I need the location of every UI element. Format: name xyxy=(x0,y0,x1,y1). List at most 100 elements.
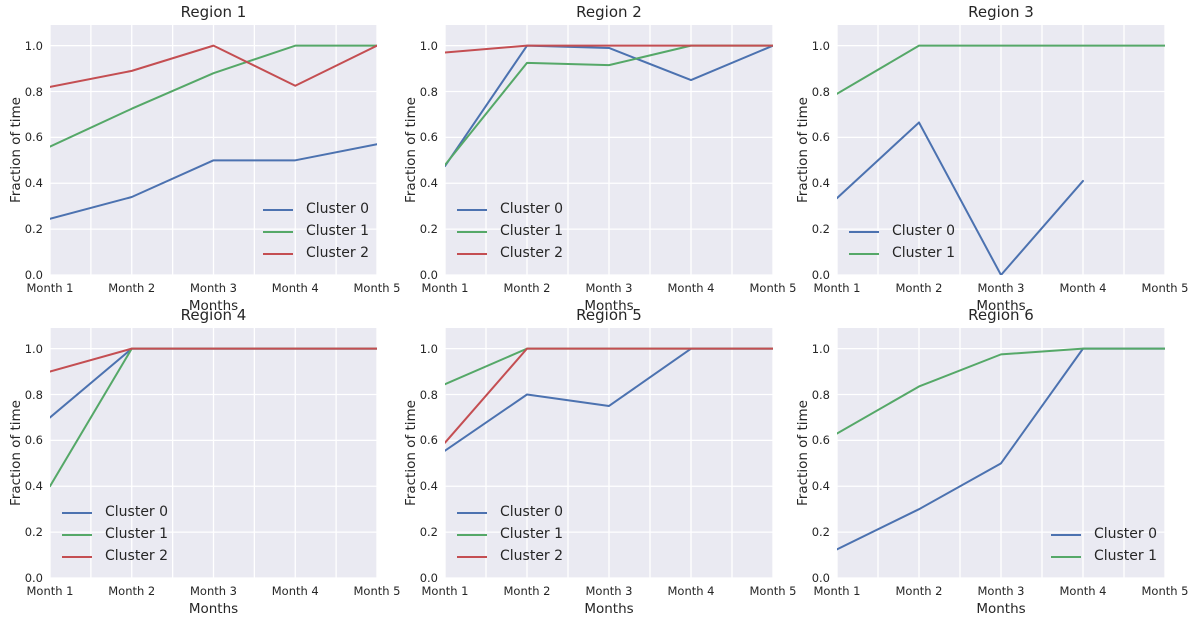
legend-item: Cluster 2 xyxy=(457,245,563,262)
x-tick-label: Month 3 xyxy=(189,281,238,295)
legend-item-label: Cluster 2 xyxy=(500,548,564,564)
y-tick-label: 0.4 xyxy=(811,176,830,191)
y-tick-label: 1.0 xyxy=(811,341,830,356)
x-tick-label: Month 5 xyxy=(749,584,797,598)
legend-item: Cluster 2 xyxy=(262,245,369,262)
plot-area: Cluster 0 Cluster 1 Cluster 2 xyxy=(445,25,773,275)
x-tick-label: Month 1 xyxy=(813,584,861,598)
legend-item-label: Cluster 0 xyxy=(500,201,564,217)
line-cluster-0 xyxy=(50,143,377,220)
y-axis-label: Fraction of time xyxy=(8,97,24,203)
y-axis-label: Fraction of time xyxy=(8,400,24,506)
x-tick-label: Month 5 xyxy=(353,281,401,295)
legend-item: Cluster 1 xyxy=(262,223,369,240)
legend-item: Cluster 2 xyxy=(62,548,168,565)
legend-line-swatch xyxy=(457,555,487,558)
x-tick-label: Month 4 xyxy=(1059,584,1107,598)
subplot-title: Region 4 xyxy=(180,306,247,324)
chart-canvas xyxy=(445,328,773,578)
x-tick-label: Month 3 xyxy=(977,584,1025,598)
y-tick-label: 0.0 xyxy=(811,268,830,282)
legend-item: Cluster 1 xyxy=(457,526,563,543)
y-tick-label: 0.8 xyxy=(419,84,438,99)
x-tick-label: Month 5 xyxy=(353,584,401,598)
y-tick-label: 0.0 xyxy=(419,268,438,282)
line-cluster-2 xyxy=(50,44,377,88)
y-tick-label: 0.8 xyxy=(24,387,43,402)
subplot-title: Region 2 xyxy=(576,3,642,21)
legend-line-swatch xyxy=(62,555,92,558)
x-tick-label: Month 3 xyxy=(585,281,633,295)
y-axis-label: Fraction of time xyxy=(403,400,419,506)
chart-canvas xyxy=(50,25,377,275)
legend-item: Cluster 1 xyxy=(849,245,955,262)
y-tick-label: 0.4 xyxy=(24,479,43,494)
subplot-title: Region 1 xyxy=(180,3,247,21)
legend-line-swatch xyxy=(457,230,487,233)
y-tick-label: 0.2 xyxy=(811,222,830,237)
y-tick-label: 0.4 xyxy=(419,479,438,494)
legend: Cluster 0 Cluster 1 Cluster 2 xyxy=(62,504,168,565)
legend-item: Cluster 2 xyxy=(457,548,563,565)
x-tick-label: Month 2 xyxy=(895,281,943,295)
plot-area: Cluster 0 Cluster 1 xyxy=(837,25,1165,275)
legend-line-swatch xyxy=(62,533,92,536)
legend-line-swatch xyxy=(262,208,293,211)
legend-item-label: Cluster 0 xyxy=(305,201,369,217)
legend-item-label: Cluster 2 xyxy=(105,548,169,564)
x-tick-label: Month 1 xyxy=(813,281,861,295)
y-tick-label: 0.4 xyxy=(811,479,830,494)
x-tick-label: Month 4 xyxy=(271,584,319,598)
y-tick-label: 0.6 xyxy=(811,130,830,145)
y-tick-label: 1.0 xyxy=(419,38,438,53)
x-tick-label: Month 4 xyxy=(667,584,715,598)
y-tick-label: 0.0 xyxy=(24,571,43,585)
y-tick-label: 0.6 xyxy=(24,433,43,448)
y-tick-label: 1.0 xyxy=(811,38,830,53)
line-cluster-2 xyxy=(445,347,773,444)
y-tick-label: 0.6 xyxy=(24,130,43,145)
y-tick-label: 0.2 xyxy=(419,525,438,540)
legend-item-label: Cluster 1 xyxy=(500,526,564,542)
legend-item: Cluster 0 xyxy=(457,504,563,521)
plot-area: Cluster 0 Cluster 1 xyxy=(837,328,1165,578)
y-tick-label: 0.2 xyxy=(811,525,830,540)
legend-item: Cluster 0 xyxy=(1050,526,1157,543)
legend-item-label: Cluster 0 xyxy=(105,504,169,520)
legend: Cluster 0 Cluster 1 Cluster 2 xyxy=(457,504,563,565)
chart-canvas xyxy=(50,328,377,578)
chart-canvas xyxy=(445,25,773,275)
legend-item: Cluster 0 xyxy=(849,223,955,240)
legend-item: Cluster 1 xyxy=(62,526,168,543)
x-tick-label: Month 4 xyxy=(271,281,319,295)
x-tick-label: Month 1 xyxy=(26,281,74,295)
x-tick-label: Month 2 xyxy=(503,584,551,598)
x-axis-label: Months xyxy=(584,601,634,617)
subplot-title: Region 6 xyxy=(968,306,1034,324)
legend-line-swatch xyxy=(262,252,293,255)
x-axis-label: Months xyxy=(976,298,1026,314)
legend-item: Cluster 0 xyxy=(457,201,563,218)
y-tick-label: 0.0 xyxy=(811,571,830,585)
line-cluster-1 xyxy=(837,44,1165,95)
x-tick-label: Month 5 xyxy=(1141,281,1189,295)
y-tick-label: 0.8 xyxy=(24,84,43,99)
legend-item: Cluster 1 xyxy=(457,223,563,240)
y-tick-label: 0.8 xyxy=(419,387,438,402)
legend-item: Cluster 0 xyxy=(262,201,369,218)
legend-item-label: Cluster 1 xyxy=(892,245,956,261)
plot-area: Cluster 0 Cluster 1 Cluster 2 xyxy=(50,328,377,578)
legend-line-swatch xyxy=(457,208,487,211)
subplot-title: Region 5 xyxy=(576,306,642,324)
x-axis-label: Months xyxy=(188,601,239,617)
x-tick-label: Month 3 xyxy=(585,584,633,598)
x-axis-label: Months xyxy=(584,298,634,314)
y-tick-label: 0.8 xyxy=(811,84,830,99)
y-tick-label: 1.0 xyxy=(419,341,438,356)
y-axis-label: Fraction of time xyxy=(795,97,811,203)
y-tick-label: 0.2 xyxy=(419,222,438,237)
y-tick-label: 1.0 xyxy=(24,341,43,356)
legend-item-label: Cluster 1 xyxy=(305,223,369,239)
legend-item: Cluster 0 xyxy=(62,504,168,521)
